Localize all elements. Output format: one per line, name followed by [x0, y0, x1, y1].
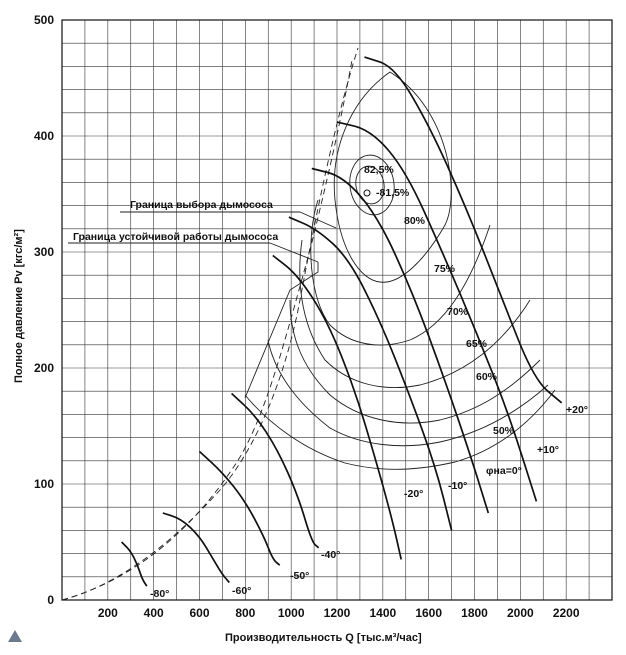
eff-contour-70	[299, 239, 531, 388]
x-tick-label: 600	[189, 606, 209, 620]
y-tick-label: 0	[47, 593, 54, 607]
x-tick-label: 1600	[415, 606, 442, 620]
angle-label-p20: +20°	[566, 404, 588, 416]
angle-curve	[198, 450, 281, 566]
eff-label-80: 80%	[404, 215, 426, 227]
angle-label-m50: -50°	[290, 570, 309, 582]
y-axis-title: Полное давление Pv [кгс/м²]	[13, 229, 25, 383]
angle-curve	[162, 512, 230, 584]
x-tick-label: 1000	[278, 606, 305, 620]
eff-contour-825	[355, 165, 385, 205]
corner-triangle-icon	[8, 630, 22, 642]
angle-label-m40: -40°	[321, 549, 340, 561]
angle-curve	[336, 121, 538, 502]
x-tick-label: 2200	[553, 606, 580, 620]
eff-contour-75	[310, 199, 491, 346]
annotation-leaders	[68, 211, 337, 263]
y-tick-labels: 0 100 200 300 400 500	[34, 13, 54, 607]
y-tick-label: 500	[34, 13, 54, 27]
stability-boundary-solid	[244, 262, 319, 399]
y-tick-label: 300	[34, 245, 54, 259]
angle-curve	[311, 167, 490, 514]
eff-label-75: 75%	[434, 263, 456, 275]
plot-frame	[61, 19, 613, 601]
plot-border	[61, 19, 613, 601]
eff-label-50: 50%	[493, 425, 515, 437]
x-tick-label: 2000	[507, 606, 534, 620]
eff-label-825: 82,5%	[364, 164, 394, 176]
angle-label-m60: -60°	[232, 585, 251, 597]
selection-boundary-line	[61, 47, 359, 601]
x-tick-label: 1400	[369, 606, 396, 620]
x-axis-title: Производительность Q [тыс.м³/час]	[225, 632, 422, 644]
selection-leader-diagonal	[299, 211, 337, 229]
eff-contour-50	[244, 389, 556, 470]
angle-label-z0: φна=0°	[486, 465, 522, 477]
x-tick-label: 800	[235, 606, 255, 620]
selection-boundary-label: Граница выбора дымососа	[130, 199, 273, 211]
efficiency-contours	[244, 71, 556, 470]
eff-contour-65	[289, 299, 541, 424]
angle-label-m20: -20°	[404, 488, 423, 500]
x-tick-label: 400	[144, 606, 164, 620]
angle-label-m10: -10°	[448, 480, 467, 492]
y-tick-label: 200	[34, 361, 54, 375]
y-tick-label: 100	[34, 477, 54, 491]
eff-contour-815	[349, 154, 395, 216]
x-tick-label: 1200	[324, 606, 351, 620]
x-tick-label: 1800	[461, 606, 488, 620]
eff-contour-60	[267, 339, 549, 447]
eff-label-60: 60%	[476, 371, 498, 383]
angle-label-m80: -80°	[150, 588, 169, 600]
angle-curve	[364, 56, 563, 404]
angle-label-p10: +10°	[537, 444, 559, 456]
boundary-lines	[61, 47, 359, 601]
design-point-marker	[363, 189, 371, 197]
angle-curve	[288, 216, 453, 531]
angle-curve	[231, 392, 320, 549]
x-tick-labels: 200 400 600 800 1000 1200 1400 1600 1800 2000 2200	[98, 606, 580, 620]
angle-curves	[120, 56, 563, 587]
y-tick-label: 400	[34, 129, 54, 143]
stability-boundary-label: Граница устойчивой работы дымососа	[73, 231, 278, 243]
x-tick-label: 200	[98, 606, 118, 620]
eff-label-70: 70%	[447, 306, 469, 318]
eff-label-65: 65%	[466, 338, 488, 350]
grid	[61, 19, 613, 601]
angle-curve	[120, 541, 148, 587]
eff-label-815: -81,5%	[376, 187, 410, 199]
angle-curve	[272, 254, 403, 560]
stability-boundary-line	[61, 59, 353, 601]
stability-leader-diagonal	[269, 242, 319, 263]
